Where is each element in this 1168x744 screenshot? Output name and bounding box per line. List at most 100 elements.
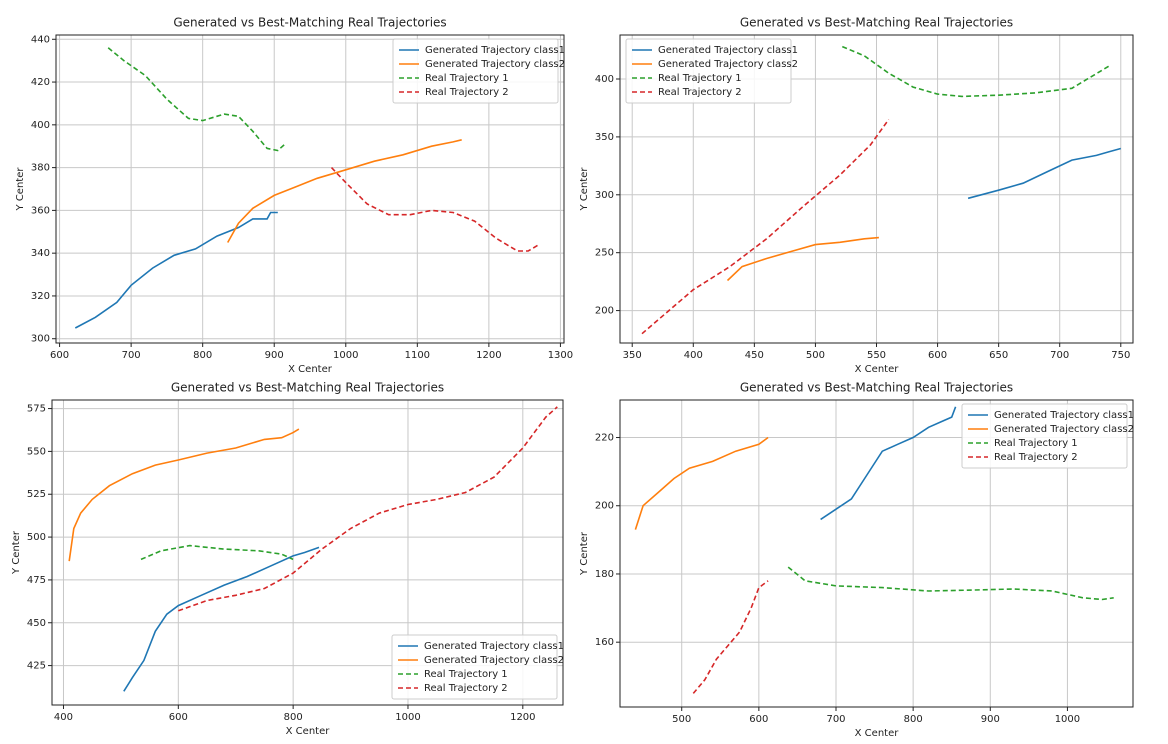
plot-frame <box>619 34 1134 344</box>
x-tick-label: 500 <box>806 350 825 361</box>
x-tick-label: 700 <box>1050 350 1069 361</box>
x-tick-label: 700 <box>826 714 845 725</box>
y-tick-label: 525 <box>27 489 46 500</box>
legend-box <box>392 38 559 104</box>
chart-panel: 600 700 800 900 1000 1100 1200 1300 300 320 340 360… <box>15 16 573 376</box>
x-tick-label: 400 <box>54 712 73 723</box>
legend-label: Real Trajectory 2 <box>424 683 508 694</box>
y-tick-label: 400 <box>595 74 614 85</box>
y-axis-label: Y Center <box>579 167 590 212</box>
trajectory-line <box>820 406 957 521</box>
y-tick-label: 380 <box>31 163 50 174</box>
x-tick-label: 550 <box>867 350 886 361</box>
chart-title: Generated vs Best-Matching Real Trajecto… <box>171 381 444 395</box>
legend-label: Generated Trajectory class1 <box>424 641 564 652</box>
chart-panel: 500 600 700 800 900 1000 160 180 200 220 Generated… <box>579 381 1134 740</box>
legend-label: Generated Trajectory class2 <box>994 424 1134 435</box>
x-tick-label: 750 <box>1111 350 1130 361</box>
trajectory-line <box>74 211 278 329</box>
legend-label: Generated Trajectory class1 <box>425 45 565 56</box>
trajectory-line <box>726 236 879 282</box>
y-tick-label: 180 <box>595 569 614 580</box>
legend-label: Generated Trajectory class2 <box>425 59 565 70</box>
x-tick-label: 600 <box>928 350 947 361</box>
y-tick-label: 250 <box>595 248 614 259</box>
legend: Generated Trajectory class1 Generated Tra… <box>391 634 564 700</box>
legend: Generated Trajectory class1 Generated Tra… <box>392 38 565 104</box>
y-tick-label: 320 <box>31 291 50 302</box>
x-tick-label: 500 <box>672 714 691 725</box>
trajectory-line <box>967 147 1122 200</box>
y-tick-label: 200 <box>595 306 614 317</box>
y-tick-label: 160 <box>595 637 614 648</box>
trajectory-line <box>178 406 558 612</box>
x-axis-label: X Center <box>855 728 900 739</box>
y-tick-label: 450 <box>27 618 46 629</box>
y-tick-label: 475 <box>27 575 46 586</box>
x-tick-label: 1100 <box>405 350 430 361</box>
x-tick-label: 700 <box>122 350 141 361</box>
trajectory-line <box>641 119 890 335</box>
legend-label: Real Trajectory 1 <box>658 73 742 84</box>
x-tick-label: 1300 <box>548 350 573 361</box>
y-tick-label: 350 <box>595 132 614 143</box>
trajectory-line <box>68 428 300 562</box>
legend-label: Real Trajectory 2 <box>658 87 742 98</box>
x-tick-label: 600 <box>169 712 188 723</box>
legend: Generated Trajectory class1 Generated Tra… <box>625 38 798 104</box>
x-tick-label: 1000 <box>333 350 358 361</box>
trajectory-line <box>123 546 320 692</box>
trajectory-line <box>107 47 286 152</box>
y-axis-label: Y Center <box>11 530 22 575</box>
legend-label: Real Trajectory 1 <box>424 669 508 680</box>
y-tick-label: 220 <box>595 433 614 444</box>
chart-title: Generated vs Best-Matching Real Trajecto… <box>740 381 1013 395</box>
y-axis-label: Y Center <box>15 167 26 212</box>
x-tick-label: 650 <box>989 350 1008 361</box>
legend-label: Real Trajectory 1 <box>425 73 509 84</box>
x-axis-label: X Center <box>855 364 900 375</box>
legend-box <box>391 634 558 700</box>
y-tick-label: 420 <box>31 77 50 88</box>
legend-label: Real Trajectory 2 <box>425 87 509 98</box>
chart-panel: 400 600 800 1000 1200 425 450 475 500 525 550 575 Ge… <box>11 381 564 738</box>
y-tick-label: 425 <box>27 661 46 672</box>
legend-box <box>625 38 792 104</box>
trajectory-line <box>692 580 769 694</box>
y-tick-label: 300 <box>595 190 614 201</box>
legend-label: Real Trajectory 1 <box>994 438 1078 449</box>
x-tick-label: 800 <box>284 712 303 723</box>
y-tick-label: 360 <box>31 205 50 216</box>
trajectory-line <box>787 566 1114 601</box>
plot-frame <box>51 399 564 706</box>
y-tick-label: 300 <box>31 334 50 345</box>
legend-label: Generated Trajectory class2 <box>658 59 798 70</box>
legend-box <box>961 403 1128 469</box>
trajectory-line <box>634 436 769 530</box>
y-tick-label: 440 <box>31 34 50 45</box>
x-tick-label: 600 <box>749 714 768 725</box>
chart-title: Generated vs Best-Matching Real Trajecto… <box>740 16 1013 30</box>
x-tick-label: 900 <box>265 350 284 361</box>
y-axis-label: Y Center <box>579 531 590 576</box>
x-tick-label: 350 <box>623 350 642 361</box>
x-tick-label: 1200 <box>510 712 535 723</box>
y-tick-label: 200 <box>595 501 614 512</box>
chart-panel: 350 400 450 500 550 600 650 700 750 200 250 300 350 4… <box>579 16 1134 375</box>
legend-label: Generated Trajectory class1 <box>658 45 798 56</box>
y-tick-label: 550 <box>27 446 46 457</box>
plot-frame <box>619 399 1134 708</box>
x-axis-label: X Center <box>288 364 333 375</box>
x-tick-label: 1000 <box>1055 714 1080 725</box>
x-tick-label: 450 <box>745 350 764 361</box>
trajectory-line <box>330 167 540 252</box>
chart-title: Generated vs Best-Matching Real Trajecto… <box>173 16 446 30</box>
x-tick-label: 400 <box>684 350 703 361</box>
x-axis-label: X Center <box>286 726 331 737</box>
y-tick-label: 500 <box>27 532 46 543</box>
y-tick-label: 575 <box>27 404 46 415</box>
x-tick-label: 1200 <box>476 350 501 361</box>
x-tick-label: 900 <box>981 714 1000 725</box>
plot-frame <box>55 34 565 344</box>
